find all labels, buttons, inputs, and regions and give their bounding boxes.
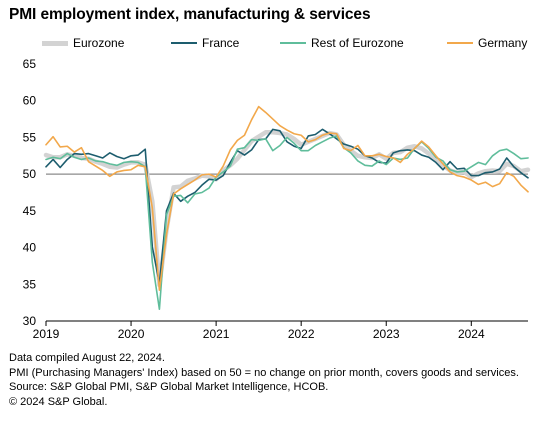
y-tick-label: 55	[23, 130, 37, 144]
legend-swatch-germany	[447, 42, 473, 44]
footer-source: Source: S&P Global PMI, S&P Global Marke…	[9, 381, 329, 393]
legend-item-eurozone: Eurozone	[42, 36, 124, 50]
legend-label-france: France	[202, 36, 240, 50]
legend-swatch-eurozone	[42, 40, 68, 46]
y-tick-label: 45	[23, 204, 37, 218]
legend-label-rest-of-eurozone: Rest of Eurozone	[311, 36, 404, 50]
y-tick-label: 60	[23, 94, 37, 108]
y-tick-label: 30	[23, 314, 37, 328]
legend-swatch-rest-of-eurozone	[280, 42, 306, 44]
y-tick-label: 40	[23, 241, 37, 255]
legend: Eurozone France Rest of Eurozone Germany	[0, 36, 555, 56]
series-line-france	[45, 128, 529, 285]
legend-swatch-france	[171, 42, 197, 44]
legend-label-germany: Germany	[478, 36, 528, 50]
x-tick-label: 2022	[288, 327, 315, 341]
legend-label-eurozone: Eurozone	[73, 36, 125, 50]
legend-item-germany: Germany	[447, 36, 527, 50]
y-tick-label: 35	[23, 277, 37, 291]
chart-title: PMI employment index, manufacturing & se…	[9, 6, 371, 23]
footer-date: Data compiled August 22, 2024.	[9, 352, 165, 364]
series-line-rest-of-eurozone	[45, 135, 529, 311]
footer: Data compiled August 22, 2024. PMI (Purc…	[9, 351, 519, 409]
x-tick-label: 2021	[203, 327, 230, 341]
footer-note: PMI (Purchasing Managers' Index) based o…	[9, 366, 519, 379]
series-line-eurozone	[43, 130, 531, 288]
y-tick-label: 65	[23, 57, 37, 71]
x-tick-label: 2023	[373, 327, 400, 341]
series-line-germany	[45, 105, 529, 291]
series-layer	[43, 105, 531, 311]
axis-layer: 30 35 40 45 50 55 60 65 2019 2020 2021 2022 2023 2024	[23, 57, 528, 341]
legend-item-france: France	[171, 36, 239, 50]
x-tick-label: 2020	[118, 327, 145, 341]
x-tick-label: 2019	[33, 327, 60, 341]
x-tick-label: 2024	[458, 327, 485, 341]
footer-copyright: © 2024 S&P Global.	[9, 395, 108, 408]
y-tick-label: 50	[23, 167, 37, 181]
legend-item-rest-of-eurozone: Rest of Eurozone	[280, 36, 404, 50]
